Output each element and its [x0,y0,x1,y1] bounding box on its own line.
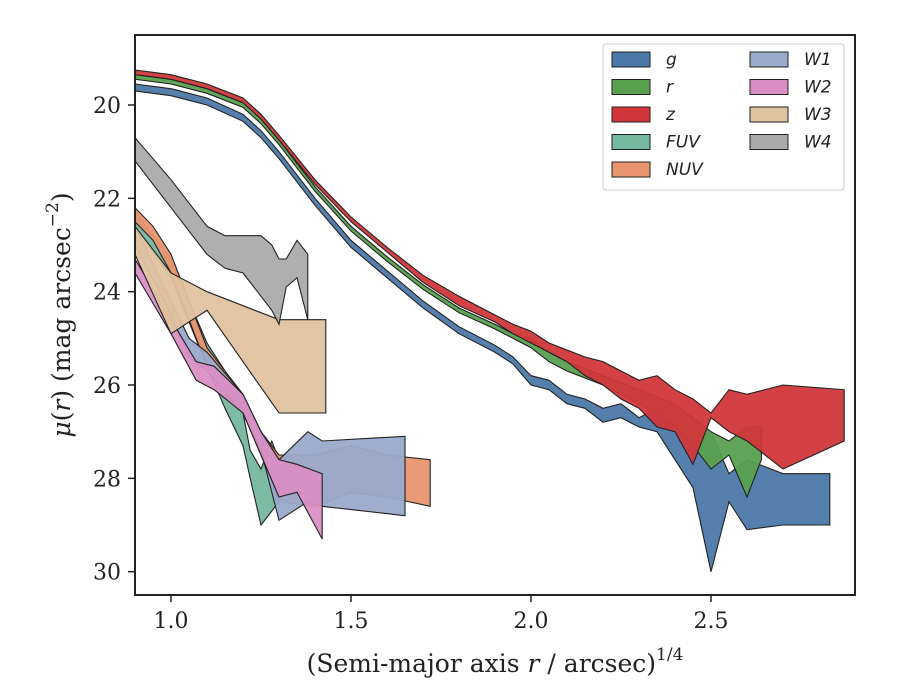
legend-swatch-z [611,106,651,123]
y-tick-label: 24 [93,281,121,306]
legend-label-fuv: FUV [666,133,701,153]
legend-label-w4: W4 [804,133,832,153]
legend-swatch-g [611,51,651,68]
legend-swatch-w4 [749,134,789,150]
legend-swatch-nuv [611,161,651,178]
legend-label-w2: W2 [804,78,832,98]
band-r [134,74,762,499]
legend-swatch-r [611,79,651,95]
legend-label-w3: W3 [804,105,832,125]
y-tick-label: 28 [93,467,121,492]
x-axis-label: (Semi-major axis r / arcsec)1/4 [307,645,684,678]
chart-bands [134,69,845,572]
y-tick-label: 30 [93,561,121,586]
legend-label-z: z [665,105,676,125]
y-axis: 20 22 24 26 28 30 [93,94,135,586]
legend-label-nuv: NUV [666,160,704,180]
plot-frame [134,34,856,596]
x-tick-label: 1.0 [154,609,189,634]
legend-swatch-w3 [749,106,789,123]
legend-label-w1: W1 [804,50,832,70]
band-w3 [134,224,327,414]
legend: grz FUV NUV W1 W2 W3 W4 [602,43,845,191]
x-axis: 1.0 1.5 2.0 2.5 [154,595,729,634]
x-tick-label: 2.5 [694,609,729,634]
band-w2 [134,256,323,540]
legend-label-r: r [666,78,674,98]
legend-swatch-w1 [749,51,789,68]
band-z [134,69,845,470]
x-tick-label: 1.5 [334,609,369,634]
band-g [134,83,831,572]
y-tick-label: 26 [93,374,121,399]
legend-swatch-fuv [611,134,651,150]
legend-swatch-w2 [749,79,789,95]
y-tick-label: 22 [93,187,121,212]
legend-label-g: g [666,50,677,70]
y-tick-label: 20 [93,94,121,119]
y-axis-label: μ(r) (mag arcsec−2) [43,192,76,437]
band-w4 [134,136,309,326]
x-tick-label: 2.0 [514,609,549,634]
